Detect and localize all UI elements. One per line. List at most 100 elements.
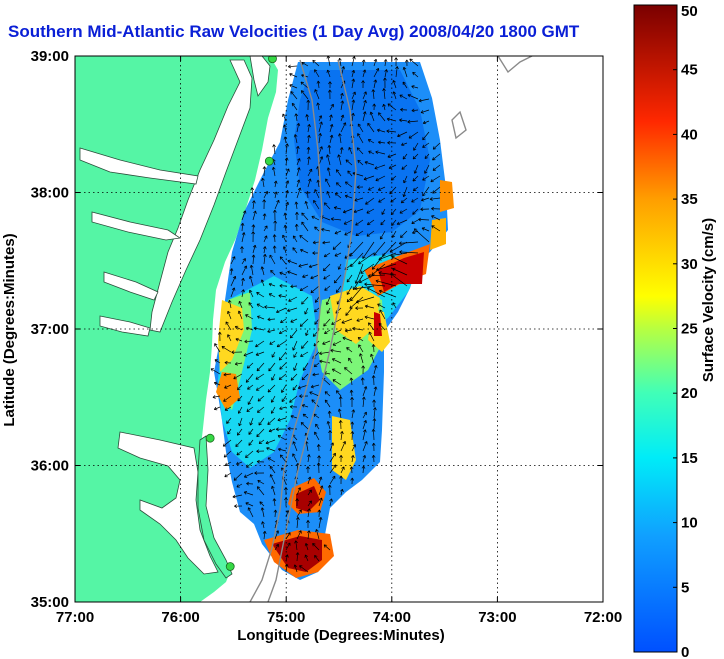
velocity-arrow xyxy=(335,285,342,293)
velocity-arrow xyxy=(256,406,265,413)
velocity-arrow xyxy=(294,223,299,232)
station-marker xyxy=(225,562,235,571)
velocity-arrow xyxy=(351,99,356,111)
velocity-arrow xyxy=(373,241,386,256)
velocity-arrow xyxy=(283,124,287,133)
velocity-arrow xyxy=(261,177,265,188)
station-markers xyxy=(205,56,277,571)
depth-contour xyxy=(497,56,533,74)
velocity-arrow xyxy=(371,428,376,441)
colorbar-tick-label: 50 xyxy=(681,3,698,20)
velocity-arrow xyxy=(307,500,312,507)
velocity-arrow xyxy=(340,466,345,474)
velocity-arrow xyxy=(227,428,232,435)
velocity-arrow xyxy=(312,543,320,551)
velocity-arrow xyxy=(301,221,309,232)
velocity-arrow xyxy=(356,185,364,190)
velocity-arrow xyxy=(378,289,397,298)
velocity-arrow xyxy=(346,285,353,295)
velocity-arrow xyxy=(287,307,298,313)
velocity-arrow xyxy=(312,59,320,67)
velocity-arrow xyxy=(257,315,265,320)
velocity-arrow xyxy=(407,119,419,124)
velocity-arrow xyxy=(271,166,276,177)
velocity-arrow xyxy=(373,58,378,67)
velocity-arrow xyxy=(236,428,243,436)
colorbar-tick-label: 30 xyxy=(681,256,698,273)
velocity-arrow xyxy=(312,240,320,245)
velocity-arrow xyxy=(270,406,276,414)
velocity-arrow xyxy=(292,441,298,452)
velocity-arrow xyxy=(400,197,408,204)
velocity-arrow xyxy=(256,292,265,298)
velocity-arrow xyxy=(432,153,441,161)
velocity-arrow xyxy=(266,446,276,452)
velocity-arrow xyxy=(329,134,334,144)
velocity-arrow xyxy=(279,406,287,411)
velocity-arrow xyxy=(364,160,375,166)
velocity-arrow xyxy=(293,134,298,144)
velocity-arrow xyxy=(369,111,375,122)
velocity-arrow xyxy=(378,252,397,261)
velocity-arrow xyxy=(413,228,430,243)
velocity-arrow xyxy=(307,489,312,496)
chart-title: Southern Mid-Atlantic Raw Velocities (1 … xyxy=(8,22,580,41)
velocity-arrow xyxy=(296,516,300,529)
velocity-arrow xyxy=(256,486,265,496)
velocity-arrow xyxy=(264,305,276,309)
velocity-arrow xyxy=(231,350,243,355)
velocity-arrow xyxy=(392,91,397,100)
velocity-arrow xyxy=(245,373,254,383)
colorbar-tick-label: 0 xyxy=(681,644,689,659)
velocity-arrow xyxy=(296,487,302,496)
velocity-arrow xyxy=(241,265,248,276)
velocity-arrow xyxy=(362,411,367,419)
velocity-arrow xyxy=(413,142,419,151)
velocity-arrow xyxy=(327,144,332,155)
x-axis-label: Longitude (Degrees:Minutes) xyxy=(237,627,445,644)
velocity-arrow xyxy=(362,386,368,397)
velocity-arrow xyxy=(330,348,342,353)
velocity-arrow xyxy=(323,544,331,551)
velocity-arrow xyxy=(322,240,331,245)
velocity-arrow xyxy=(280,318,287,324)
velocity-arrow xyxy=(379,309,386,320)
lon-tick-label: 75:00 xyxy=(267,609,305,626)
velocity-arrow xyxy=(316,462,321,474)
velocity-arrow xyxy=(399,208,408,214)
velocity-region xyxy=(374,312,382,336)
velocity-arrow xyxy=(295,552,300,562)
velocity-arrow xyxy=(329,123,334,133)
colorbar-tick-label: 15 xyxy=(681,450,698,467)
velocity-arrow xyxy=(326,167,331,177)
velocity-arrow xyxy=(290,373,298,381)
velocity-arrow xyxy=(243,351,254,357)
velocity-arrow xyxy=(361,365,366,375)
velocity-arrow xyxy=(326,154,331,166)
velocity-arrow xyxy=(290,91,298,100)
velocity-arrow xyxy=(432,164,441,171)
velocity-arrow xyxy=(260,266,265,276)
velocity-arrow xyxy=(355,219,364,226)
velocity-arrow xyxy=(418,217,430,222)
colorbar-tick-label: 40 xyxy=(681,126,698,143)
velocity-arrow xyxy=(356,318,364,322)
velocity-arrow xyxy=(311,399,320,408)
velocity-arrow xyxy=(384,69,388,78)
velocity-arrow xyxy=(270,269,276,276)
velocity-arrow xyxy=(373,386,378,397)
colorbar xyxy=(633,4,678,653)
velocity-arrow xyxy=(234,504,243,509)
velocity-arrow xyxy=(279,362,287,370)
velocity-arrow xyxy=(326,69,331,78)
velocity-arrow xyxy=(230,287,236,298)
velocity-arrow xyxy=(324,329,331,335)
velocity-arrow xyxy=(362,420,367,430)
velocity-arrow xyxy=(317,455,321,463)
velocity-arrow xyxy=(293,564,298,573)
velocity-arrow xyxy=(292,235,298,243)
velocity-arrow xyxy=(349,389,354,397)
velocity-arrow xyxy=(316,80,321,89)
velocity-arrow xyxy=(268,428,276,433)
velocity-arrow xyxy=(290,414,298,419)
